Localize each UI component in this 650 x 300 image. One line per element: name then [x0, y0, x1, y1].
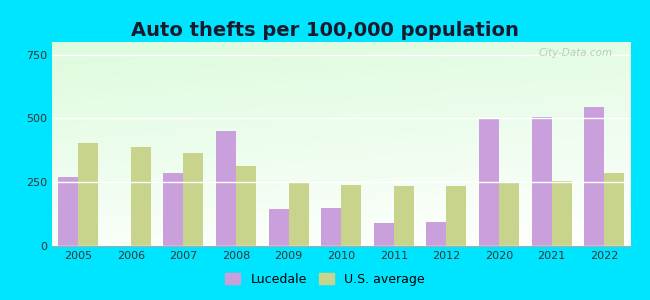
Bar	[532, 117, 552, 246]
Bar	[584, 107, 604, 246]
Bar	[321, 208, 341, 246]
Bar	[341, 185, 361, 246]
Bar	[552, 181, 571, 246]
Bar	[183, 153, 203, 246]
Bar	[394, 186, 414, 246]
Bar	[58, 177, 78, 246]
Bar	[216, 131, 236, 246]
Text: City-Data.com: City-Data.com	[539, 48, 613, 58]
Bar	[78, 143, 98, 246]
Bar	[164, 173, 183, 246]
Bar	[447, 186, 467, 246]
Text: Auto thefts per 100,000 population: Auto thefts per 100,000 population	[131, 21, 519, 40]
Bar	[499, 182, 519, 246]
Bar	[479, 118, 499, 246]
Bar	[268, 209, 289, 246]
Bar	[604, 173, 624, 246]
Bar	[131, 146, 151, 246]
Bar	[236, 166, 256, 246]
Bar	[289, 182, 309, 246]
Bar	[426, 222, 447, 246]
Legend: Lucedale, U.S. average: Lucedale, U.S. average	[220, 268, 430, 291]
Bar	[374, 223, 394, 246]
